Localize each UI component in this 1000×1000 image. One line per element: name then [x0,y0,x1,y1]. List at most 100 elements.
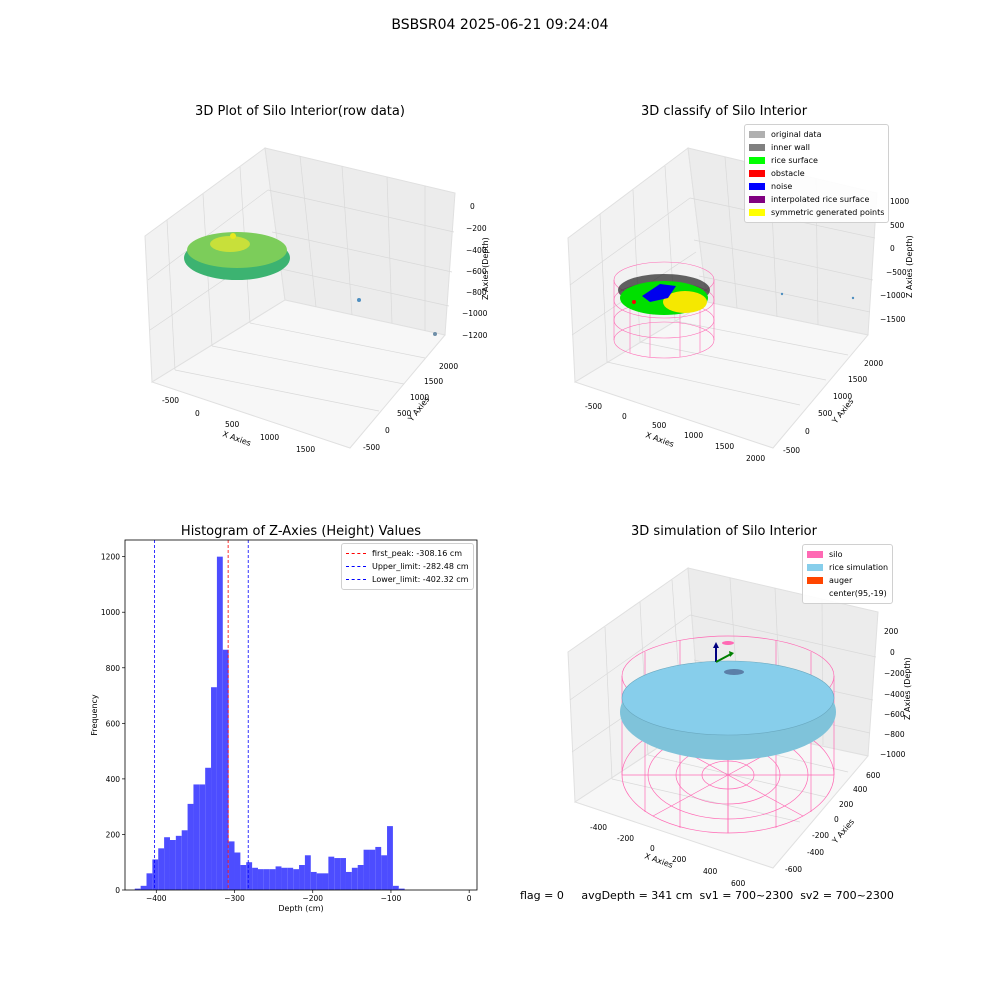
x-tick-label: 0 [467,894,472,903]
legend-item: noise [749,180,884,193]
svg-text:0: 0 [834,815,839,824]
histogram-bar [257,869,264,890]
histogram-bar [293,869,300,890]
histogram-bar [164,837,170,890]
svg-text:500: 500 [225,420,240,429]
histogram-bar [146,873,153,890]
histogram-bar [228,841,235,890]
status-footer: flag = 0 avgDepth = 341 cm sv1 = 700~230… [520,889,894,902]
classify-symmetric-points [663,291,707,313]
svg-text:500: 500 [818,409,833,418]
svg-text:0: 0 [470,202,475,211]
histogram-bar [340,858,346,890]
legend-item: first_peak: -308.16 cm [346,547,469,560]
svg-text:500: 500 [397,409,412,418]
histogram-bar [240,865,247,890]
legend-swatch [749,170,765,177]
classify-x-ticks: -500 0 500 1000 1500 2000 [585,402,765,463]
svg-text:-400: -400 [590,823,607,832]
svg-text:0: 0 [890,244,895,253]
simulation-x-ticks: -400 -200 0 200 400 600 [590,823,746,888]
histogram-bar [234,852,241,890]
raw-pane-floor [150,299,446,449]
histogram-bar [322,873,329,890]
simulation-plot-title: 3D simulation of Silo Interior [631,524,817,539]
histogram-bar [269,869,276,890]
simulation-x-label: X Axies [643,851,674,870]
legend-item: auger [807,574,888,587]
svg-text:1500: 1500 [424,377,443,386]
classify-z-label: Z Axies (Depth) [905,235,914,298]
y-tick-label: 800 [106,664,121,673]
legend-swatch [749,209,765,216]
legend-item: obstacle [749,167,884,180]
svg-text:0: 0 [195,409,200,418]
legend-item: interpolated rice surface [749,193,884,206]
svg-text:-200: -200 [812,831,829,840]
legend-item: Lower_limit: -402.32 cm [346,573,469,586]
svg-text:-500: -500 [783,446,800,455]
y-tick-label: 600 [106,719,121,728]
y-tick-label: 0 [115,886,120,895]
svg-text:−1000: −1000 [880,291,906,300]
raw-plot-title: 3D Plot of Silo Interior(row data) [195,104,405,119]
histogram-bar [199,784,206,890]
svg-text:−600: −600 [884,710,905,719]
classify-y-ticks: -500 0 500 1000 1500 2000 [783,359,883,455]
histogram-x-label: Depth (cm) [278,904,323,913]
svg-text:0: 0 [805,427,810,436]
histogram-reference-lines [154,540,249,890]
legend-swatch [749,157,765,164]
legend-line [346,579,366,580]
histogram-bar [287,867,294,890]
svg-text:−800: −800 [466,288,487,297]
svg-text:200: 200 [672,855,687,864]
classify-z-ticks: 1000 500 0 −500 −1000 −1500 [880,197,909,324]
svg-text:1500: 1500 [848,375,867,384]
histogram-y-ticks: 0 200 400 600 800 1000 1200 [101,553,125,895]
svg-text:−500: −500 [886,268,907,277]
simulation-rice-dip [724,669,744,675]
classify-pane-floor [573,301,869,449]
legend-item: rice simulation [807,561,888,574]
simulation-z-label: Z Axies (Depth) [903,657,912,720]
legend-swatch [807,564,823,571]
raw-outlier-point [357,298,361,302]
raw-y-ticks: -500 0 500 1000 1500 2000 [363,362,458,452]
svg-text:-500: -500 [363,443,380,452]
histogram-bar [275,866,282,890]
svg-text:−1200: −1200 [462,331,488,340]
legend-swatch [807,590,823,597]
svg-text:−800: −800 [884,730,905,739]
histogram-bar [304,855,311,890]
svg-text:2000: 2000 [439,362,458,371]
legend-item: inner wall [749,141,884,154]
simulation-z-ticks: 200 0 −200 −400 −600 −800 −1000 [880,627,906,759]
legend-swatch [749,131,765,138]
histogram-bar [158,848,165,890]
svg-text:0: 0 [385,426,390,435]
svg-text:2000: 2000 [746,454,765,463]
histogram-bar [193,784,200,890]
svg-text:−400: −400 [466,246,487,255]
histogram-bar [299,865,305,890]
x-tick-label: −100 [381,894,402,903]
y-tick-label: 1200 [101,553,120,562]
classify-plot-title: 3D classify of Silo Interior [640,104,808,119]
classify-noise [642,284,676,302]
simulation-rice-surface [621,660,835,736]
svg-text:−200: −200 [466,224,487,233]
legend-swatch [749,196,765,203]
figure-title: BSBSR04 2025-06-21 09:24:04 [391,17,609,33]
raw-point-cloud-top [230,233,236,239]
svg-text:-400: -400 [807,848,824,857]
raw-x-ticks: -500 0 500 1000 1500 [162,396,315,454]
svg-text:1000: 1000 [684,431,703,440]
histogram-bar [134,888,141,890]
histogram-bar [246,862,253,890]
classify-legend: original data inner wall rice surface ob… [744,124,890,223]
